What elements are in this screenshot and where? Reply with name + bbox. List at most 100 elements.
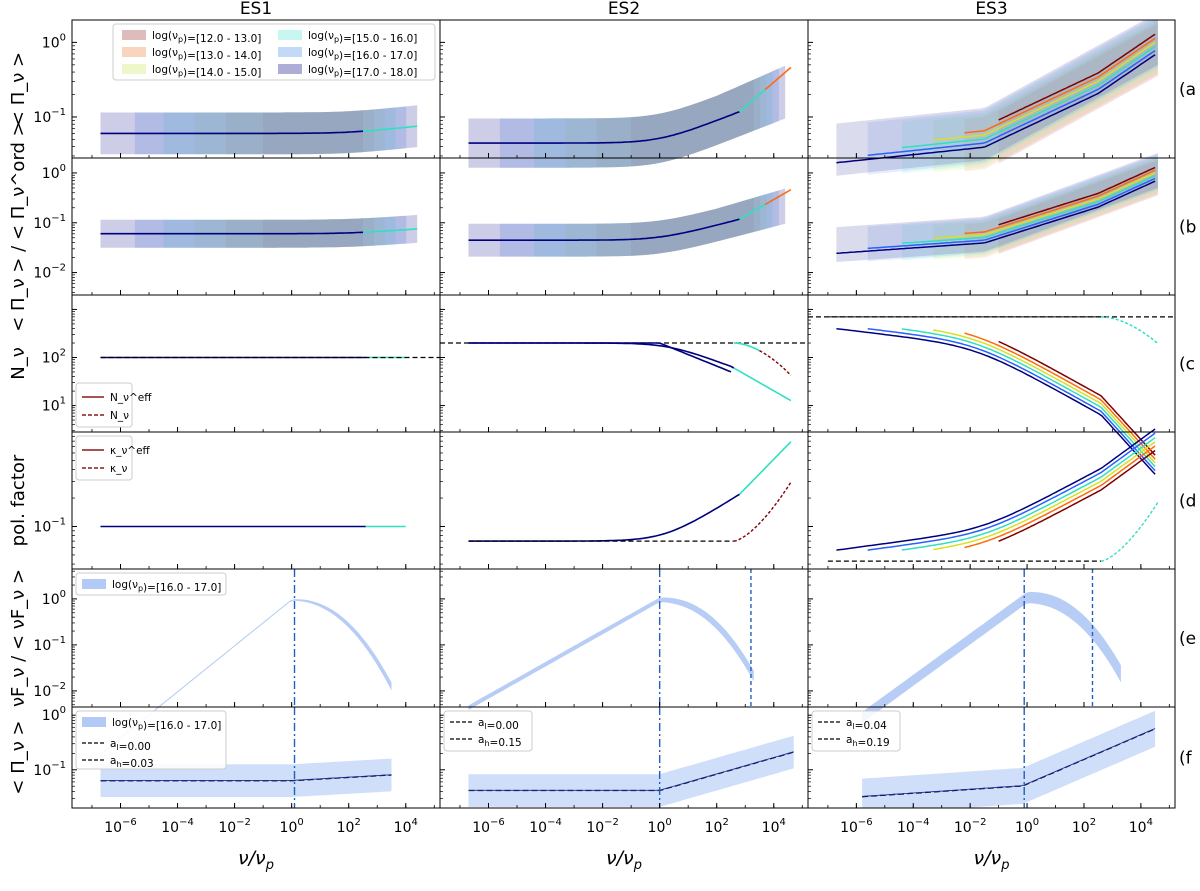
- band-ES1-2: [194, 108, 385, 155]
- x-tick-ES2-5: 104: [762, 817, 786, 836]
- N-eff-ES3-4: [867, 327, 1156, 472]
- pol-eff-ES3-4: [867, 432, 1156, 551]
- band-ES3-2: [933, 20, 1158, 173]
- x-tick-ES3-2: 10−2: [954, 817, 987, 836]
- labels: 100 10−1 (a 100 10−1 10−2 (b 102 101 (c 10−1 (d 100 1…: [8, 0, 1196, 873]
- y-tick-e-2: 10−2: [33, 681, 66, 700]
- legend-fit-ES2-1: ah=0.15: [478, 734, 522, 749]
- band-ES1-3: [163, 216, 396, 248]
- x-tick-ES1-1: 10−4: [161, 817, 194, 836]
- x-label-ES1: ν/νp: [238, 847, 274, 873]
- y-tick-e-1: 10−1: [33, 635, 66, 654]
- legend-fit-ES3-0: al=0.04: [846, 717, 887, 732]
- band-ES1-2: [194, 217, 385, 248]
- legend-swatch-e: [82, 579, 106, 589]
- legend-label-c-0: N_ν^eff: [110, 392, 152, 404]
- band-ES2-2: [565, 194, 767, 257]
- pol-ES3-end: [1100, 501, 1159, 562]
- f-line-ES3: [862, 728, 1156, 797]
- band-ES1-1: [226, 217, 374, 248]
- y-label-f: < Π_ν >: [8, 720, 29, 794]
- row-label-a: (a: [1179, 80, 1196, 100]
- band-ES2-5: [468, 188, 786, 257]
- pol-eff-ES2: [468, 493, 740, 542]
- pi-line-ES2: [468, 218, 740, 241]
- pi-line-ES3-0: [998, 166, 1156, 226]
- legend-swatch-1: [122, 47, 146, 57]
- pi-line-ES3-5: [836, 54, 1156, 164]
- legend-label-e: log(νp)=[16.0 - 17.0]: [112, 579, 221, 594]
- legend-row-f-ES2: [443, 710, 533, 752]
- legend-label-d-1: κ_ν: [110, 463, 127, 475]
- legend-fit-ES1-1: ah=0.03: [110, 755, 154, 770]
- legend-swatch-2: [122, 64, 146, 74]
- band-ES1-3: [163, 107, 396, 155]
- legend-label-2: log(νp)=[14.0 - 15.0]: [152, 64, 261, 79]
- y-tick-f-1: 10−1: [33, 760, 66, 779]
- band-ES3-3: [901, 156, 1158, 261]
- N-eff-ES3-2: [933, 329, 1156, 464]
- f-band-ES2: [468, 735, 794, 807]
- N-eff-ES3-5: [836, 327, 1156, 475]
- band-ES2-1: [596, 195, 761, 257]
- panel-e-ES2: [439, 568, 809, 708]
- legend-label-d-0: κ_ν^eff: [110, 445, 151, 457]
- f-line-ES1: [100, 774, 392, 781]
- data-lines: [100, 33, 1175, 808]
- N-eff-ES2-drop-end: [759, 350, 792, 376]
- band-ES1-4: [134, 215, 407, 248]
- column-title-ES3: ES3: [975, 0, 1007, 19]
- pi-line-ES1: [100, 130, 364, 135]
- pi-line-end-ES1: [363, 125, 418, 132]
- row-label-f: (f: [1179, 749, 1193, 769]
- y-label-e: νF_ν / < νF_ν >: [8, 569, 29, 707]
- y-label-b: < Π_ν > / < Π_ν^ord >: [8, 121, 29, 332]
- panel-frames: [71, 19, 1176, 809]
- pi-line-ES2: [468, 110, 740, 144]
- legend-row-e: [75, 572, 227, 596]
- column-title-ES1: ES1: [240, 0, 272, 19]
- row-label-c: (c: [1179, 355, 1195, 375]
- N-eff-ES2-curve-end: [733, 367, 792, 402]
- row-label-e: (e: [1179, 629, 1196, 649]
- legend-row-a: [112, 23, 436, 81]
- N-ES3-drop: [1101, 316, 1159, 345]
- x-tick-ES3-5: 104: [1129, 817, 1153, 836]
- legend-label-5: log(νp)=[17.0 - 18.0]: [308, 64, 417, 79]
- y-tick-c-0: 102: [42, 347, 66, 366]
- panel-c-ES2: [439, 294, 809, 433]
- f-line-ES2: [468, 751, 794, 791]
- pol-eff-ES3-1: [964, 445, 1156, 549]
- band-ES3-4: [867, 154, 1158, 262]
- row-label-d: (d: [1179, 492, 1196, 512]
- y-tick-a-0: 100: [42, 32, 66, 51]
- band-ES2-0: [631, 79, 754, 167]
- pi-line-ES3-1: [964, 169, 1156, 235]
- x-tick-ES1-0: 10−6: [104, 817, 137, 836]
- y-tick-b-0: 100: [42, 163, 66, 182]
- legend-swatch-f: [82, 717, 106, 727]
- band-ES3-3: [901, 20, 1158, 174]
- row-label-b: (b: [1179, 218, 1196, 238]
- pi-line-end-ES2: [764, 66, 792, 91]
- legend-fit-ES1-0: al=0.00: [110, 738, 151, 753]
- pi-line-ES3-4: [867, 177, 1156, 250]
- N-eff-ES3-3: [901, 328, 1156, 468]
- panel-c-ES3: [807, 294, 1176, 433]
- legend-row-c: [75, 382, 133, 428]
- y-label-a: < Π_ν >: [8, 52, 29, 126]
- x-label-ES2: ν/νp: [606, 847, 642, 873]
- x-tick-ES3-4: 102: [1072, 817, 1096, 836]
- x-tick-ES3-1: 10−4: [897, 817, 930, 836]
- pi-line-mid-ES2: [739, 203, 766, 220]
- legend-label-3: log(νp)=[15.0 - 16.0]: [308, 30, 417, 45]
- y-tick-e-0: 100: [42, 589, 66, 608]
- x-tick-ES3-3: 100: [1015, 817, 1039, 836]
- band-ES2-0: [631, 197, 754, 256]
- f-band-ES3: [862, 710, 1156, 808]
- band-ES2-1: [596, 76, 761, 168]
- legend-swatch-5: [278, 64, 302, 74]
- legends: log(νp)=[12.0 - 13.0] log(νp)=[13.0 - 14.…: [75, 23, 901, 770]
- pol-eff-ES3-5: [836, 428, 1156, 551]
- legend-swatch-4: [278, 47, 302, 57]
